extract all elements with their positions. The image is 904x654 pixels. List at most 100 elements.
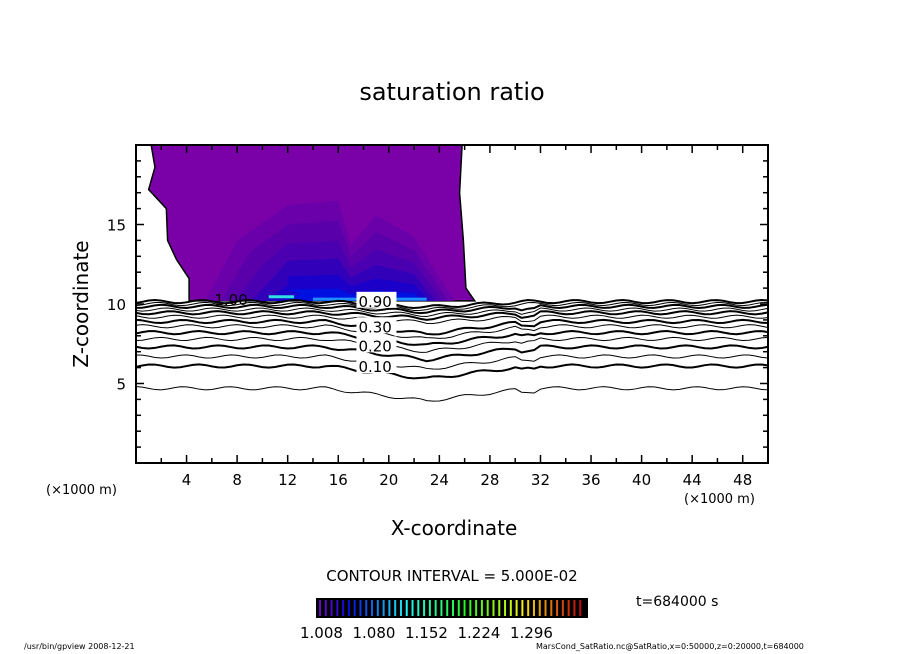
x-tick-label: 24	[430, 471, 449, 489]
contour-line	[135, 314, 769, 325]
colorbar-swatch	[347, 600, 350, 616]
x-tick-label: 20	[379, 471, 398, 489]
colorbar-swatch	[556, 600, 559, 616]
colorbar-swatch	[359, 600, 362, 616]
colorbar-swatch	[428, 600, 431, 616]
colorbar-swatch	[365, 600, 368, 616]
contour-label: 0.20	[358, 337, 391, 355]
colorbar-swatch	[452, 600, 454, 616]
colorbar-swatch	[463, 600, 466, 616]
contour-line	[135, 303, 769, 315]
colorbar-swatch	[342, 600, 345, 616]
colorbar-swatch	[394, 600, 397, 616]
colorbar-swatch	[376, 600, 379, 616]
colorbar-swatch	[353, 600, 356, 616]
colorbar-tick-label: 1.296	[510, 624, 553, 642]
x-tick-label: 48	[733, 471, 752, 489]
colorbar-tick-label: 1.152	[405, 624, 448, 642]
colorbar-swatch	[457, 600, 460, 616]
colorbar-swatch	[527, 600, 530, 616]
colorbar-swatch	[498, 600, 501, 616]
contour-line	[135, 330, 769, 346]
contour-label-bg	[356, 291, 397, 308]
colorbar-swatch	[492, 600, 495, 616]
x-tick-label: 28	[480, 471, 499, 489]
colorbar-swatch	[579, 600, 582, 616]
contour-line	[135, 299, 769, 310]
x-axis-label: X-coordinate	[390, 516, 518, 540]
colorbar-swatch	[509, 600, 512, 616]
chart-title: saturation ratio	[359, 78, 545, 106]
footer-right: MarsCond_SatRatio.nc@SatRatio,x=0:50000,…	[536, 642, 804, 651]
colorbar-swatch	[330, 600, 333, 616]
colorbar-swatch	[567, 600, 570, 616]
x-tick-label: 4	[182, 471, 192, 489]
colorbar-swatch	[371, 600, 374, 616]
contour-label-bg	[356, 317, 397, 334]
contour-label: 0.90	[358, 293, 391, 311]
contour-line	[135, 324, 769, 339]
colorbar-swatch	[469, 600, 472, 616]
y-unit-label: (×1000 m)	[46, 483, 117, 498]
x-unit-label: (×1000 m)	[684, 492, 755, 507]
contour-line	[135, 318, 769, 336]
colorbar-swatch	[486, 600, 489, 616]
colorbar-swatch	[538, 600, 541, 616]
contour-line	[135, 307, 769, 318]
colorbar-swatch	[561, 600, 564, 616]
x-tick-label: 32	[531, 471, 550, 489]
contour-line	[135, 301, 769, 311]
time-label: t=684000 s	[636, 594, 719, 610]
contour-label-bg	[356, 357, 397, 374]
y-tick-label: 10	[107, 296, 126, 314]
contour-line	[135, 344, 769, 363]
contour-line	[135, 336, 769, 353]
colorbar-swatch	[423, 600, 426, 616]
colorbar-swatch	[405, 600, 408, 616]
contour-label-bg	[356, 336, 397, 353]
contour-line	[135, 363, 769, 380]
colorbar-tick-label: 1.008	[300, 624, 343, 642]
colorbar-swatch	[504, 600, 507, 616]
contour-line	[135, 386, 769, 402]
colorbar-swatch	[475, 600, 478, 616]
colorbar-swatch	[544, 600, 547, 616]
y-tick-label: 15	[107, 217, 126, 235]
colorbar-swatch	[388, 600, 391, 616]
colorbar-swatch	[434, 600, 437, 616]
colorbar-swatch	[521, 600, 524, 616]
contour-interval-label: CONTOUR INTERVAL = 5.000E-02	[326, 567, 578, 585]
colorbar-swatch	[573, 600, 576, 616]
x-tick-label: 8	[232, 471, 242, 489]
colorbar-swatch	[417, 600, 420, 616]
contour-label: 0.30	[358, 318, 391, 336]
x-tick-label: 44	[683, 471, 702, 489]
y-tick-label: 5	[116, 376, 126, 394]
contour-line	[135, 354, 769, 370]
contour-label: 1.00	[214, 291, 247, 309]
colorbar-swatch	[319, 600, 321, 616]
x-tick-label: 40	[632, 471, 651, 489]
colorbar-swatch	[411, 600, 414, 616]
colorbar-swatch	[336, 600, 339, 616]
x-tick-label: 12	[278, 471, 297, 489]
shaded-peak-cyan	[268, 295, 294, 299]
colorbar-swatch	[324, 600, 327, 616]
colorbar-swatch	[515, 600, 518, 616]
contour-line	[135, 310, 769, 321]
colorbar-swatch	[440, 600, 443, 616]
y-axis-label: Z-coordinate	[69, 240, 93, 368]
x-tick-label: 36	[581, 471, 600, 489]
colorbar-swatch	[399, 600, 402, 616]
colorbar-tick-label: 1.224	[458, 624, 501, 642]
colorbar-swatch	[446, 600, 449, 616]
colorbar-swatch	[550, 600, 553, 616]
colorbar-tick-label: 1.080	[353, 624, 396, 642]
colorbar-swatch	[532, 600, 535, 616]
contour-label: 0.10	[358, 358, 391, 376]
colorbar-swatch	[480, 600, 483, 616]
x-tick-label: 16	[329, 471, 348, 489]
footer-left: /usr/bin/gpview 2008-12-21	[24, 642, 135, 651]
